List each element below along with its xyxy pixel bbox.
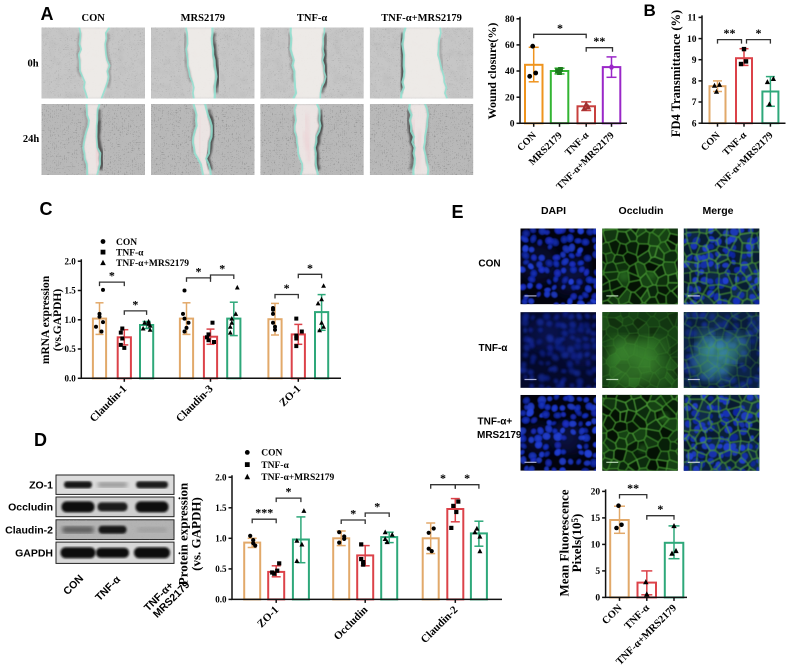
svg-text:10: 10 xyxy=(687,35,697,45)
svg-text:TNF-α+MRS2179: TNF-α+MRS2179 xyxy=(381,13,462,24)
svg-text:0.0: 0.0 xyxy=(65,374,77,384)
svg-text:MRS2179: MRS2179 xyxy=(181,13,225,24)
svg-text:Mean Fluorescence: Mean Fluorescence xyxy=(557,489,572,596)
svg-text:Occludin: Occludin xyxy=(8,502,53,514)
svg-text:C: C xyxy=(40,199,53,219)
svg-text:*: * xyxy=(219,262,225,276)
svg-text:*: * xyxy=(196,264,202,278)
svg-text:TNF-α: TNF-α xyxy=(479,343,509,354)
svg-text:*: * xyxy=(109,269,115,283)
svg-text:*: * xyxy=(756,26,762,40)
svg-text:0h: 0h xyxy=(27,59,38,70)
svg-text:**: ** xyxy=(627,481,639,495)
svg-text:7: 7 xyxy=(692,98,697,108)
svg-text:B: B xyxy=(644,1,656,20)
svg-text:A: A xyxy=(41,4,54,24)
svg-text:Protein expression: Protein expression xyxy=(176,482,191,585)
svg-text:ZO-1: ZO-1 xyxy=(29,480,53,492)
svg-text:**: ** xyxy=(724,26,736,40)
svg-text:11: 11 xyxy=(688,14,697,24)
svg-text:Occludin: Occludin xyxy=(332,604,371,643)
svg-text:*: * xyxy=(350,507,356,521)
svg-text:CON: CON xyxy=(82,13,106,24)
svg-text:GAPDH: GAPDH xyxy=(15,548,53,560)
svg-text:8: 8 xyxy=(692,77,697,87)
svg-text:0.0: 0.0 xyxy=(215,595,227,605)
svg-text:2.0: 2.0 xyxy=(215,472,227,482)
svg-text:0.5: 0.5 xyxy=(215,564,227,574)
svg-text:DAPI: DAPI xyxy=(541,205,566,217)
svg-text:*: * xyxy=(657,502,663,516)
svg-text:MRS2179: MRS2179 xyxy=(477,430,522,441)
svg-text:TNF-α: TNF-α xyxy=(93,573,123,603)
svg-text:*: * xyxy=(440,471,446,485)
svg-text:*: * xyxy=(464,471,470,485)
svg-text:0: 0 xyxy=(510,120,515,130)
svg-text:40: 40 xyxy=(505,67,515,77)
svg-text:**: ** xyxy=(593,34,605,48)
svg-text:*: * xyxy=(132,297,138,311)
svg-text:E: E xyxy=(452,202,464,222)
svg-text:CON: CON xyxy=(61,573,86,598)
svg-text:*: * xyxy=(374,500,380,514)
svg-text:9: 9 xyxy=(692,56,697,66)
svg-text:ZO-1: ZO-1 xyxy=(277,383,303,409)
svg-text:*: * xyxy=(284,281,290,295)
svg-text:Wound closure(%): Wound closure(%) xyxy=(485,23,499,120)
svg-text:5: 5 xyxy=(595,567,600,577)
svg-text:1.5: 1.5 xyxy=(65,286,77,296)
svg-text:Claudin-3: Claudin-3 xyxy=(174,383,216,425)
svg-text:60: 60 xyxy=(505,41,515,51)
svg-text:15: 15 xyxy=(591,514,601,524)
svg-text:1.0: 1.0 xyxy=(65,315,77,325)
svg-text:1.5: 1.5 xyxy=(215,503,227,513)
svg-text:TNF-α+: TNF-α+ xyxy=(478,417,513,428)
svg-text:Merge: Merge xyxy=(703,205,734,217)
svg-text:10: 10 xyxy=(591,541,601,551)
svg-text:mRNA expression: mRNA expression xyxy=(40,275,52,364)
svg-text:(vs. GAPDH): (vs. GAPDH) xyxy=(189,497,204,571)
svg-text:CON: CON xyxy=(116,238,137,248)
svg-text:CON: CON xyxy=(478,259,500,270)
svg-text:20: 20 xyxy=(505,93,515,103)
svg-text:TNF-α: TNF-α xyxy=(261,461,289,471)
svg-text:*: * xyxy=(557,21,563,35)
svg-text:0: 0 xyxy=(595,594,600,604)
svg-text:Claudin-2: Claudin-2 xyxy=(419,604,461,646)
svg-text:TNF-α: TNF-α xyxy=(297,13,327,24)
svg-text:Occludin: Occludin xyxy=(619,205,664,217)
svg-text:Pixels(105): Pixels(105) xyxy=(569,514,584,573)
svg-text:80: 80 xyxy=(505,15,515,25)
svg-text:*: * xyxy=(307,261,313,275)
svg-text:0.5: 0.5 xyxy=(65,344,77,354)
svg-text:***: *** xyxy=(255,506,273,520)
svg-text:Claudin-2: Claudin-2 xyxy=(5,525,53,537)
svg-text:CON: CON xyxy=(600,602,625,627)
svg-text:ZO-1: ZO-1 xyxy=(255,604,281,630)
svg-text:1.0: 1.0 xyxy=(215,534,227,544)
svg-text:20: 20 xyxy=(591,488,601,498)
svg-text:TNF-α+MRS2179: TNF-α+MRS2179 xyxy=(261,473,334,483)
svg-text:CON: CON xyxy=(261,449,282,459)
svg-text:FD4 Transmittance (%): FD4 Transmittance (%) xyxy=(669,10,683,137)
svg-text:6: 6 xyxy=(692,119,697,129)
svg-text:*: * xyxy=(286,485,292,499)
svg-text:D: D xyxy=(34,430,47,450)
svg-text:(vs.GAPDH): (vs.GAPDH) xyxy=(52,289,64,351)
svg-text:TNF-α: TNF-α xyxy=(116,248,144,258)
svg-text:TNF-α+MRS2179: TNF-α+MRS2179 xyxy=(116,259,189,269)
svg-text:CON: CON xyxy=(699,130,723,154)
svg-text:24h: 24h xyxy=(23,134,40,145)
svg-text:2.0: 2.0 xyxy=(65,256,77,266)
svg-text:Claudin-1: Claudin-1 xyxy=(88,383,130,425)
